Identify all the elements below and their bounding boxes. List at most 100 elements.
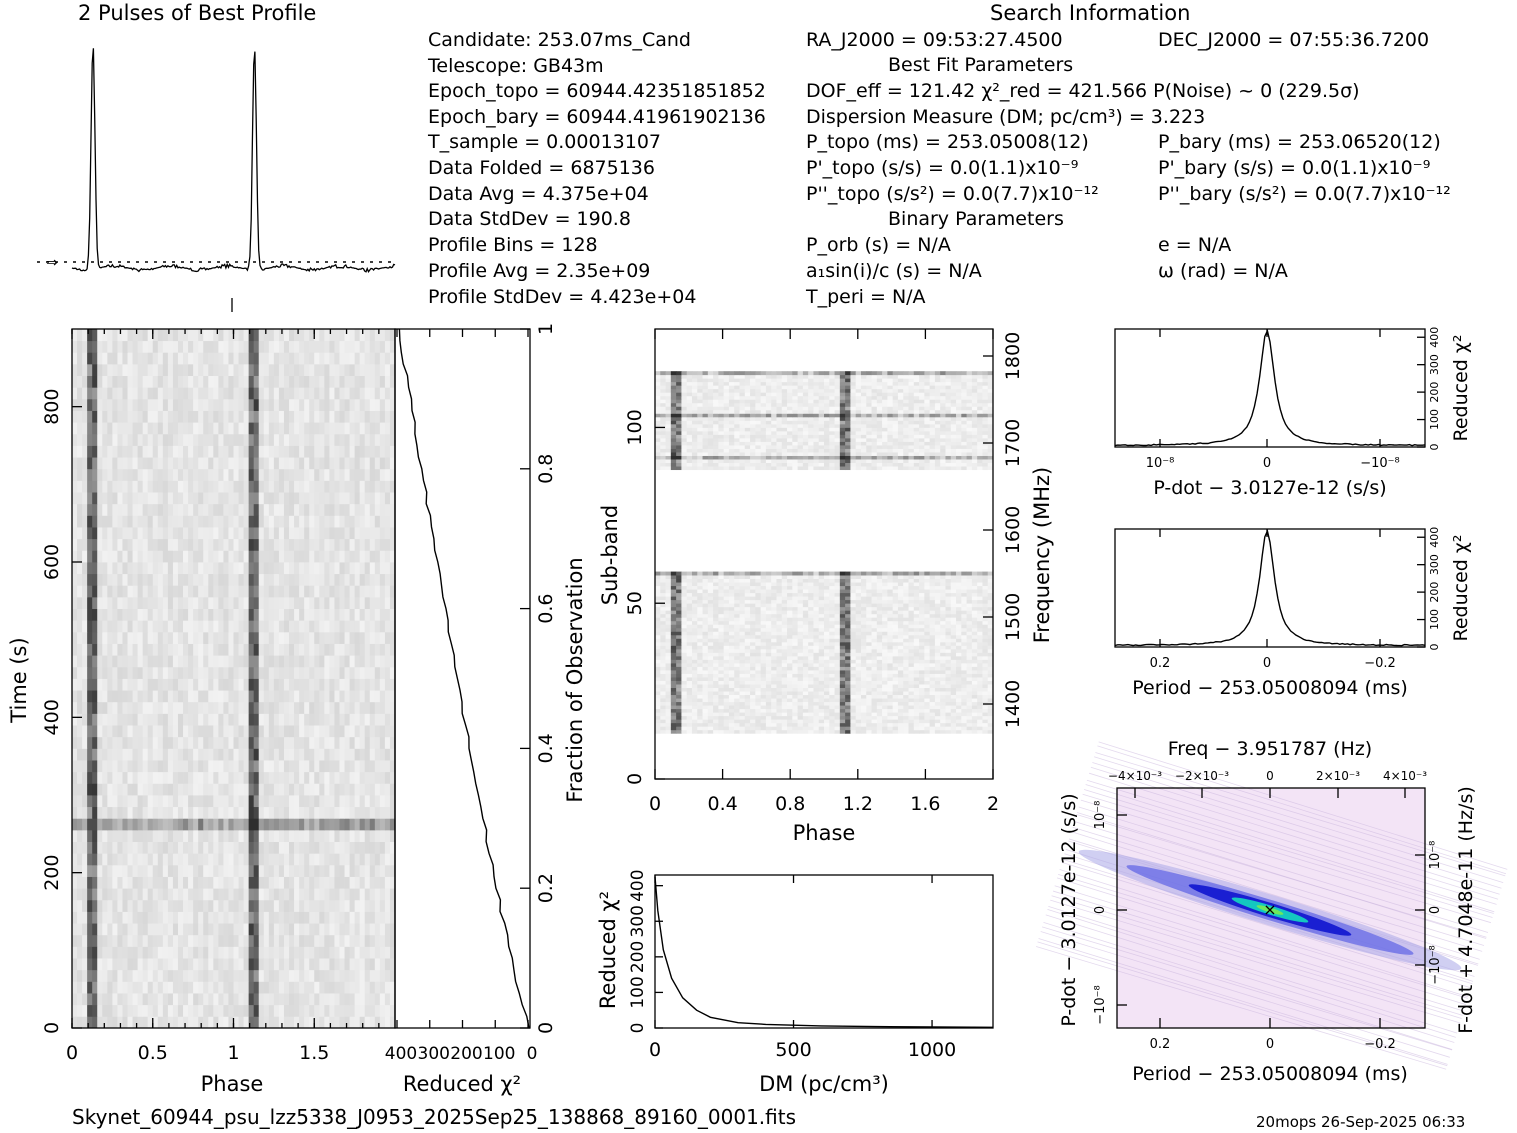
heatmap-cell — [797, 726, 804, 731]
heatmap-cell — [278, 946, 285, 959]
heatmap-cell — [359, 771, 366, 784]
heatmap-cell — [379, 748, 386, 761]
heatmap-cell — [97, 841, 103, 854]
heatmap-cell — [208, 911, 214, 924]
heatmap-cell — [208, 538, 214, 551]
heatmap-cell — [283, 864, 290, 877]
heatmap-cell — [324, 480, 330, 493]
heatmap-cell — [329, 527, 335, 540]
heatmap-cell — [183, 527, 189, 540]
heatmap-cell — [364, 911, 371, 924]
heatmap-cell — [314, 375, 320, 388]
heatmap-cell — [971, 715, 978, 720]
time-phase-heatmap — [72, 329, 396, 1029]
heatmap-cell — [655, 722, 661, 727]
heatmap-cell — [82, 643, 88, 656]
heatmap-cell — [218, 527, 224, 540]
heatmap-cell — [834, 726, 841, 731]
heatmap-cell — [268, 958, 275, 971]
heatmap-cell — [248, 748, 255, 761]
heatmap-cell — [813, 701, 820, 706]
heatmap-cell — [172, 888, 179, 901]
heatmap-cell — [359, 666, 366, 679]
heatmap-cell — [278, 736, 285, 749]
heatmap-cell — [102, 1004, 108, 1017]
heatmap-cell — [354, 457, 361, 470]
heatmap-cell — [304, 363, 310, 376]
heatmap-cell — [850, 701, 857, 706]
heatmap-cell — [309, 911, 315, 924]
heatmap-cell — [850, 673, 857, 678]
heatmap-cell — [299, 969, 305, 982]
heatmap-cell — [223, 433, 229, 446]
heatmap-cell — [734, 712, 740, 717]
heatmap-cell — [183, 1004, 189, 1017]
heatmap-cell — [294, 899, 300, 912]
heatmap-cell — [379, 829, 386, 842]
heatmap-cell — [268, 748, 275, 761]
heatmap-cell — [364, 608, 371, 621]
heatmap-cell — [213, 899, 219, 912]
heatmap-cell — [304, 666, 310, 679]
heatmap-cell — [384, 946, 391, 959]
heatmap-cell — [127, 352, 133, 365]
heatmap-cell — [324, 690, 330, 703]
heatmap-cell — [364, 771, 371, 784]
heatmap-cell — [213, 1016, 219, 1029]
heatmap-cell — [908, 701, 915, 706]
heatmap-cell — [314, 888, 320, 901]
heatmap-cell — [82, 725, 88, 738]
heatmap-cell — [681, 673, 688, 678]
heatmap-cell — [218, 958, 224, 971]
heatmap-cell — [744, 719, 751, 724]
heatmap-cell — [384, 538, 391, 551]
heatmap-cell — [92, 736, 98, 749]
heatmap-cell — [283, 538, 290, 551]
heatmap-cell — [233, 981, 239, 994]
heatmap-cell — [309, 981, 315, 994]
heatmap-cell — [882, 701, 888, 706]
heatmap-cell — [384, 690, 391, 703]
heatmap-cell — [364, 387, 371, 400]
heatmap-cell — [309, 806, 315, 819]
heatmap-cell — [77, 538, 83, 551]
heatmap-cell — [268, 457, 275, 470]
heatmap-cell — [924, 726, 931, 731]
heatmap-cell — [183, 562, 189, 575]
heatmap-cell — [966, 691, 973, 696]
heatmap-cell — [739, 705, 746, 710]
heatmap-cell — [107, 690, 113, 703]
heatmap-cell — [845, 701, 851, 706]
heatmap-cell — [132, 969, 139, 982]
heatmap-cell — [760, 680, 767, 685]
heatmap-cell — [324, 666, 330, 679]
heatmap-cell — [87, 841, 93, 854]
heatmap-cell — [167, 795, 174, 808]
heatmap-cell — [167, 562, 174, 575]
heatmap-cell — [253, 701, 260, 714]
heatmap-cell — [940, 712, 946, 717]
heatmap-cell — [117, 655, 123, 668]
heatmap-cell — [354, 736, 361, 749]
heatmap-cell — [314, 958, 320, 971]
heatmap-cell — [112, 562, 118, 575]
heatmap-cell — [258, 993, 265, 1006]
heatmap-cell — [102, 899, 108, 912]
heatmap-cell — [319, 783, 325, 796]
heatmap-cell — [188, 457, 194, 470]
heatmap-cell — [268, 562, 275, 575]
heatmap-cell — [299, 725, 305, 738]
heatmap-cell — [253, 876, 260, 889]
heatmap-cell — [258, 643, 265, 656]
heatmap-cell — [384, 596, 391, 609]
heatmap-cell — [344, 643, 350, 656]
heatmap-cell — [697, 715, 703, 720]
heatmap-cell — [183, 818, 189, 831]
heatmap-cell — [887, 691, 894, 696]
heatmap-cell — [718, 677, 725, 681]
heatmap-cell — [359, 864, 366, 877]
heatmap-cell — [172, 678, 179, 691]
heatmap-cell — [157, 725, 164, 738]
heatmap-cell — [183, 468, 189, 481]
heatmap-cell — [329, 340, 335, 353]
